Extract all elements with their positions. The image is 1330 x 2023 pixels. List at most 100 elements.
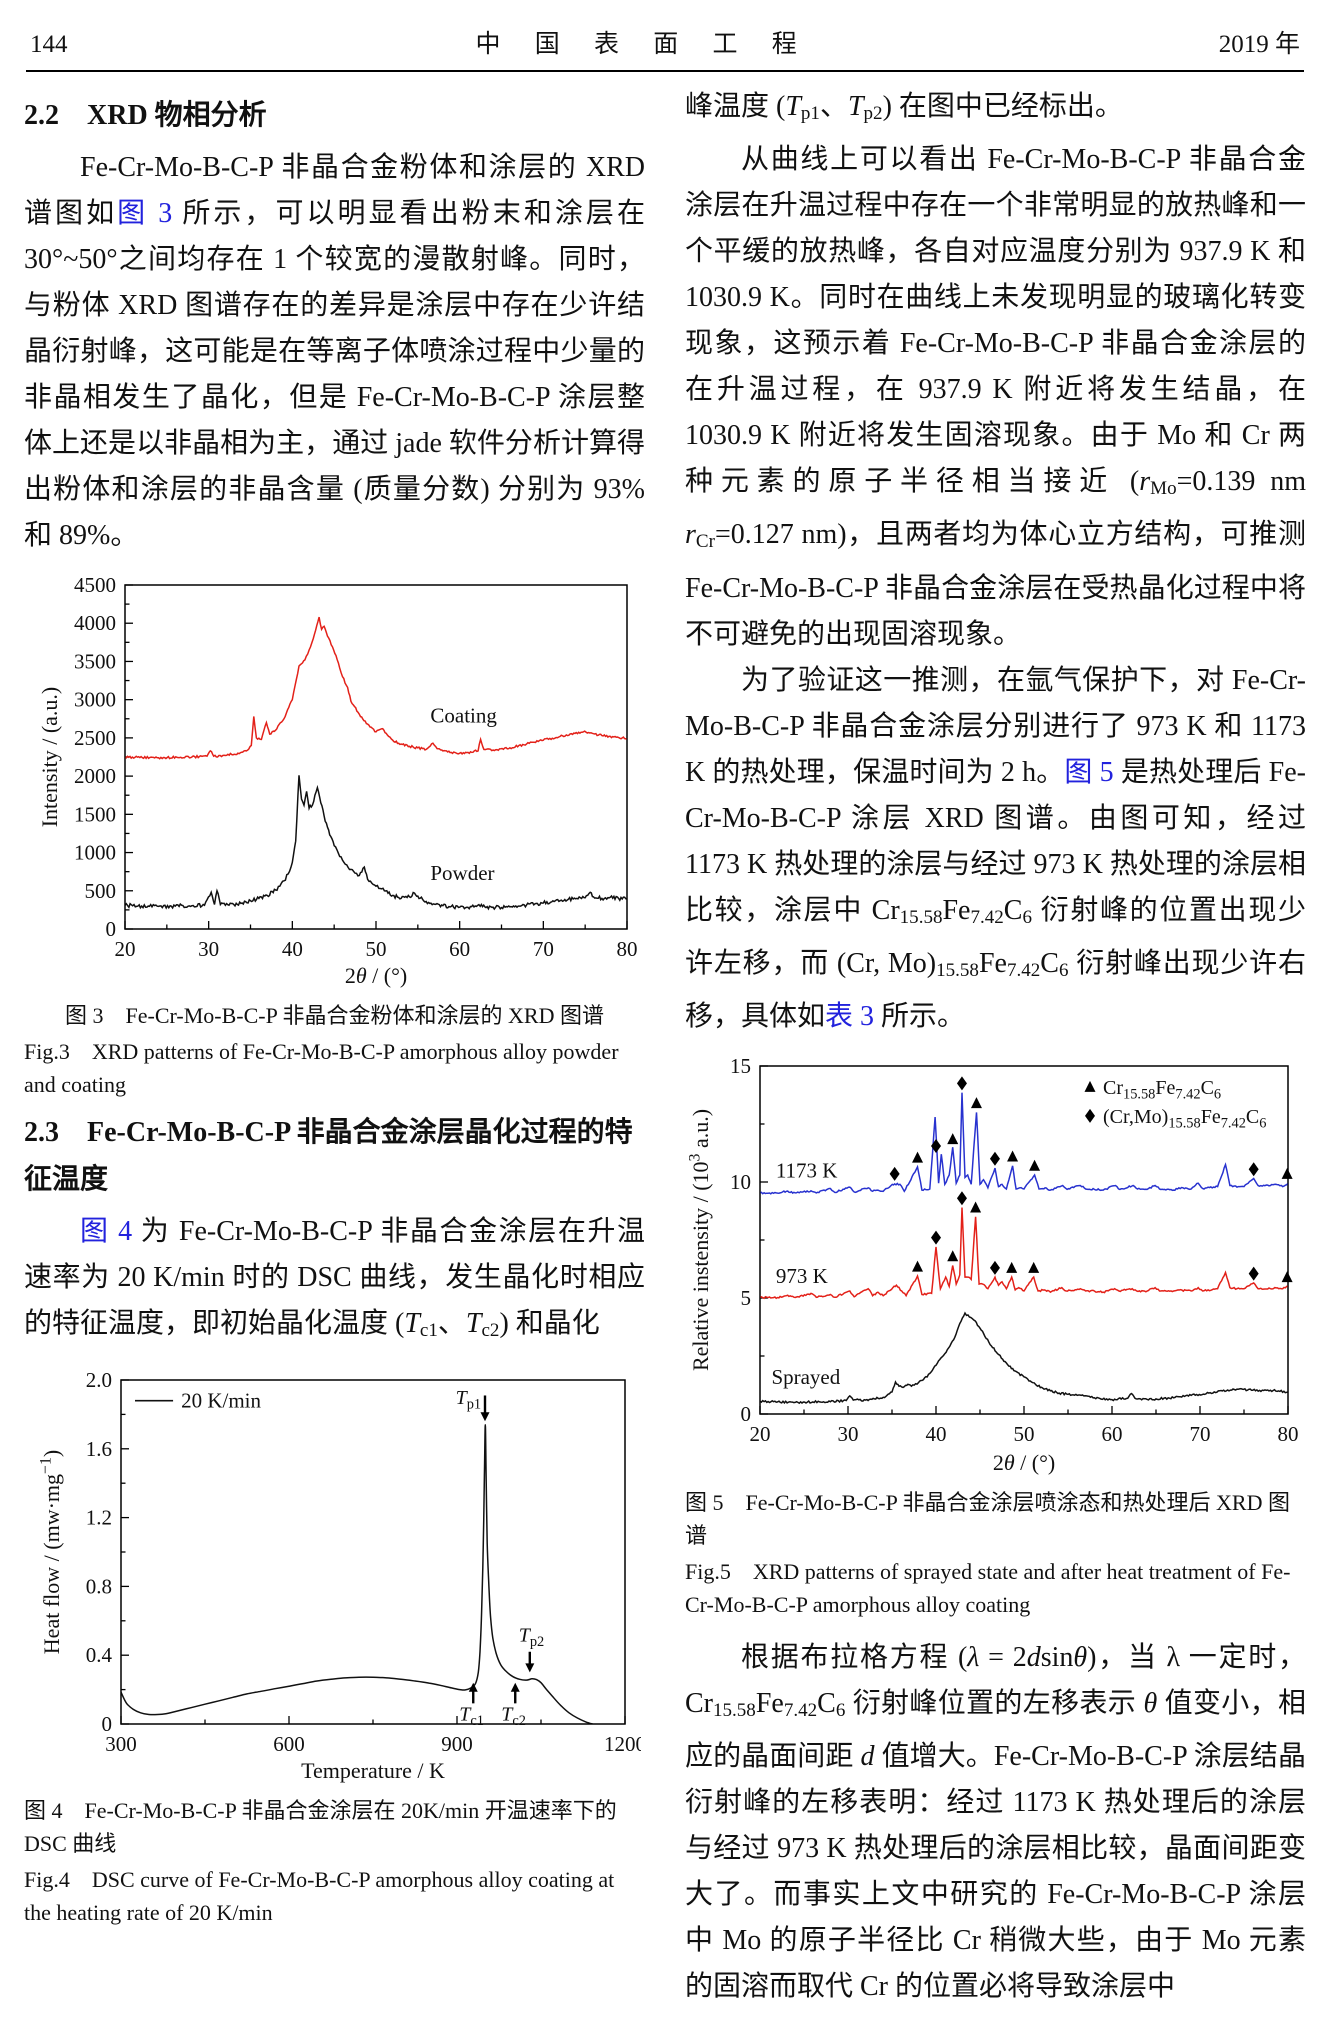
x-axis-label: Temperature / K [301, 1758, 445, 1783]
x-tick-label: 70 [1189, 1422, 1210, 1446]
text-run: 所示。 [874, 1000, 966, 1032]
fig3-caption-en: Fig.3 XRD patterns of Fe-Cr-Mo-B-C-P amo… [24, 1039, 619, 1097]
text-run: 7.42 [783, 1700, 818, 1722]
y-tick-label: 10 [730, 1170, 751, 1194]
text-run: 7.42 [1006, 959, 1041, 981]
x-axis-label: 2θ / (°) [992, 1450, 1054, 1475]
diamond-marker [1248, 1162, 1259, 1177]
triangle-marker [1005, 1261, 1017, 1273]
legend-triangle-icon [1084, 1080, 1095, 1092]
diamond-marker [889, 1166, 900, 1181]
x-tick-label: 30 [198, 937, 219, 961]
y-tick-label: 4000 [74, 611, 116, 635]
text-run: r [685, 519, 696, 551]
triangle-marker [911, 1260, 923, 1272]
text-run: 值变小，相应的晶面间距 [685, 1687, 1306, 1773]
series-label: Sprayed [771, 1365, 840, 1389]
text-run: 为 Fe-Cr-Mo-B-C-P 非晶合金涂层在升温速率为 20 K/min 时… [24, 1216, 645, 1339]
y-tick-label: 4500 [74, 573, 116, 597]
xref-link[interactable]: 图 3 [117, 198, 173, 229]
fig4-caption-cn: 图 4 Fe-Cr-Mo-B-C-P 非晶合金涂层在 20K/min 开温速率下… [24, 1798, 617, 1857]
header-rule [26, 70, 1304, 72]
y-axis-label: Relative instensity / (103 a.u.) [688, 1109, 713, 1371]
y-tick-label: 2000 [74, 764, 116, 788]
text-run: 、 [819, 91, 848, 122]
text-run: 所示，可以明显看出粉末和涂层在 30°~50°之间均存在 1 个较宽的漫散射峰。… [24, 198, 645, 551]
x-tick-label: 80 [616, 937, 637, 961]
x-tick-label: 70 [532, 937, 553, 961]
text-run: ) 在图中已经标出。 [882, 91, 1123, 122]
diamond-marker [989, 1260, 1000, 1275]
fig5-caption-en: Fig.5 XRD patterns of sprayed state and … [685, 1558, 1291, 1617]
plot-border [123, 584, 628, 930]
fig3-xrd-chart: 20 30 40 50 60 70 80 0 500 1000 1500 2000 2500 3000 35… [37, 573, 638, 988]
y-tick-label: 0.8 [85, 1575, 111, 1599]
text-run: 衍射峰出现少许右移，具体如 [685, 947, 1306, 1032]
text-run: )，当 λ 一定时，Cr [685, 1641, 1307, 1719]
arrowhead-down-icon [480, 1412, 489, 1422]
y-tick-label: 0 [105, 917, 116, 941]
x-axis-label: 2θ / (°) [344, 963, 406, 988]
text-run: Fe [942, 894, 971, 926]
text-run: T [404, 1308, 420, 1339]
axes [123, 584, 628, 930]
text-run: sin [1040, 1641, 1074, 1673]
fig5-xrd-chart: 20 30 40 50 60 70 80 0 5 10 15 2θ / (°) Relative ins… [688, 1054, 1299, 1475]
y-tick-label: 3500 [74, 649, 116, 673]
axes [119, 1379, 626, 1725]
text-run: C [1003, 894, 1023, 926]
arrowhead-up-icon [510, 1682, 520, 1692]
fig4-dsc-chart: 300 600 900 1200 0 0.4 0.8 1.2 1.6 2.0 Temperature… [37, 1368, 640, 1783]
text-run: 、 [437, 1308, 466, 1339]
x-tick-label: 900 [441, 1732, 473, 1756]
y-tick-label: 1.2 [85, 1506, 111, 1530]
xref-link[interactable]: 图 4 [80, 1216, 133, 1247]
right-column: 峰温度 (Tp1、Tp2) 在图中已经标出。 从曲线上可以看出 Fe-Cr-Mo… [685, 84, 1306, 2010]
left-column: 2.2 XRD 物相分析 Fe-Cr-Mo-B-C-P 非晶合金粉体和涂层的 X… [24, 84, 645, 2010]
y-tick-label: 1500 [74, 802, 116, 826]
legend-label: Cr15.58Fe7.42C6 [1103, 1077, 1221, 1102]
text-run: r [1139, 466, 1151, 498]
triangle-marker [1028, 1159, 1040, 1171]
annotation-label: Tc1 [459, 1704, 484, 1729]
fig5-caption-cn: 图 5 Fe-Cr-Mo-B-C-P 非晶合金涂层喷涂态和热处理后 XRD 图谱 [685, 1489, 1290, 1548]
triangle-marker [911, 1151, 923, 1163]
text-run: 值增大。Fe-Cr-Mo-B-C-P 涂层结晶衍射峰的左移表明：经过 1173 … [685, 1741, 1306, 2003]
triangle-marker [969, 1201, 981, 1213]
triangle-marker [1006, 1150, 1018, 1162]
text-run: θ [1073, 1641, 1088, 1673]
text-run: Cr [695, 531, 715, 553]
plot-border [119, 1379, 626, 1725]
paragraph: Fe-Cr-Mo-B-C-P 非晶合金粉体和涂层的 XRD 谱图如图 3 所示，… [24, 145, 645, 559]
page-header: 144 中 国 表 面 工 程 2019 年 [24, 16, 1306, 66]
y-tick-label: 0.4 [85, 1643, 112, 1667]
series-20-k/min [121, 1424, 593, 1724]
text-run: c1 [419, 1320, 438, 1342]
text-run: C [817, 1687, 836, 1719]
series-sprayed [760, 1311, 1287, 1405]
text-run: 15.58 [899, 906, 943, 928]
xref-link[interactable]: 图 5 [1064, 756, 1114, 788]
x-tick-label: 50 [365, 937, 386, 961]
diamond-marker [956, 1191, 967, 1206]
x-tick-label: 40 [281, 937, 302, 961]
paragraph: 根据布拉格方程 (λ = 2dsinθ)，当 λ 一定时，Cr15.58Fe7.… [685, 1635, 1306, 2010]
text-run: 峰温度 ( [685, 91, 786, 122]
fig3-caption-cn: 图 3 Fe-Cr-Mo-B-C-P 非晶合金粉体和涂层的 XRD 图谱 [65, 1003, 604, 1028]
triangle-marker [946, 1133, 958, 1145]
y-tick-label: 3000 [74, 688, 116, 712]
legend-label: 20 K/min [181, 1389, 261, 1413]
y-tick-label: 2500 [74, 726, 116, 750]
paragraph: 从曲线上可以看出 Fe-Cr-Mo-B-C-P 非晶合金涂层在升温过程中存在一个… [685, 137, 1306, 657]
text-run: 衍射峰的位置出现少许左移，而 (Cr, Mo) [685, 894, 1306, 979]
legend-label: (Cr,Mo)15.58Fe7.42C6 [1103, 1106, 1266, 1131]
xref-link[interactable]: 表 3 [825, 1000, 875, 1032]
y-axis-label: Intensity / (a.u.) [37, 687, 62, 828]
text-run: =0.127 nm)，且两者均为体心立方结构，可推测 Fe-Cr-Mo-B-C-… [685, 519, 1306, 650]
y-tick-label: 2.0 [85, 1368, 111, 1392]
annotation-label: Tp1 [455, 1387, 481, 1412]
text-run: p1 [800, 103, 820, 125]
series-label: Powder [430, 861, 494, 885]
x-tick-label: 60 [449, 937, 470, 961]
